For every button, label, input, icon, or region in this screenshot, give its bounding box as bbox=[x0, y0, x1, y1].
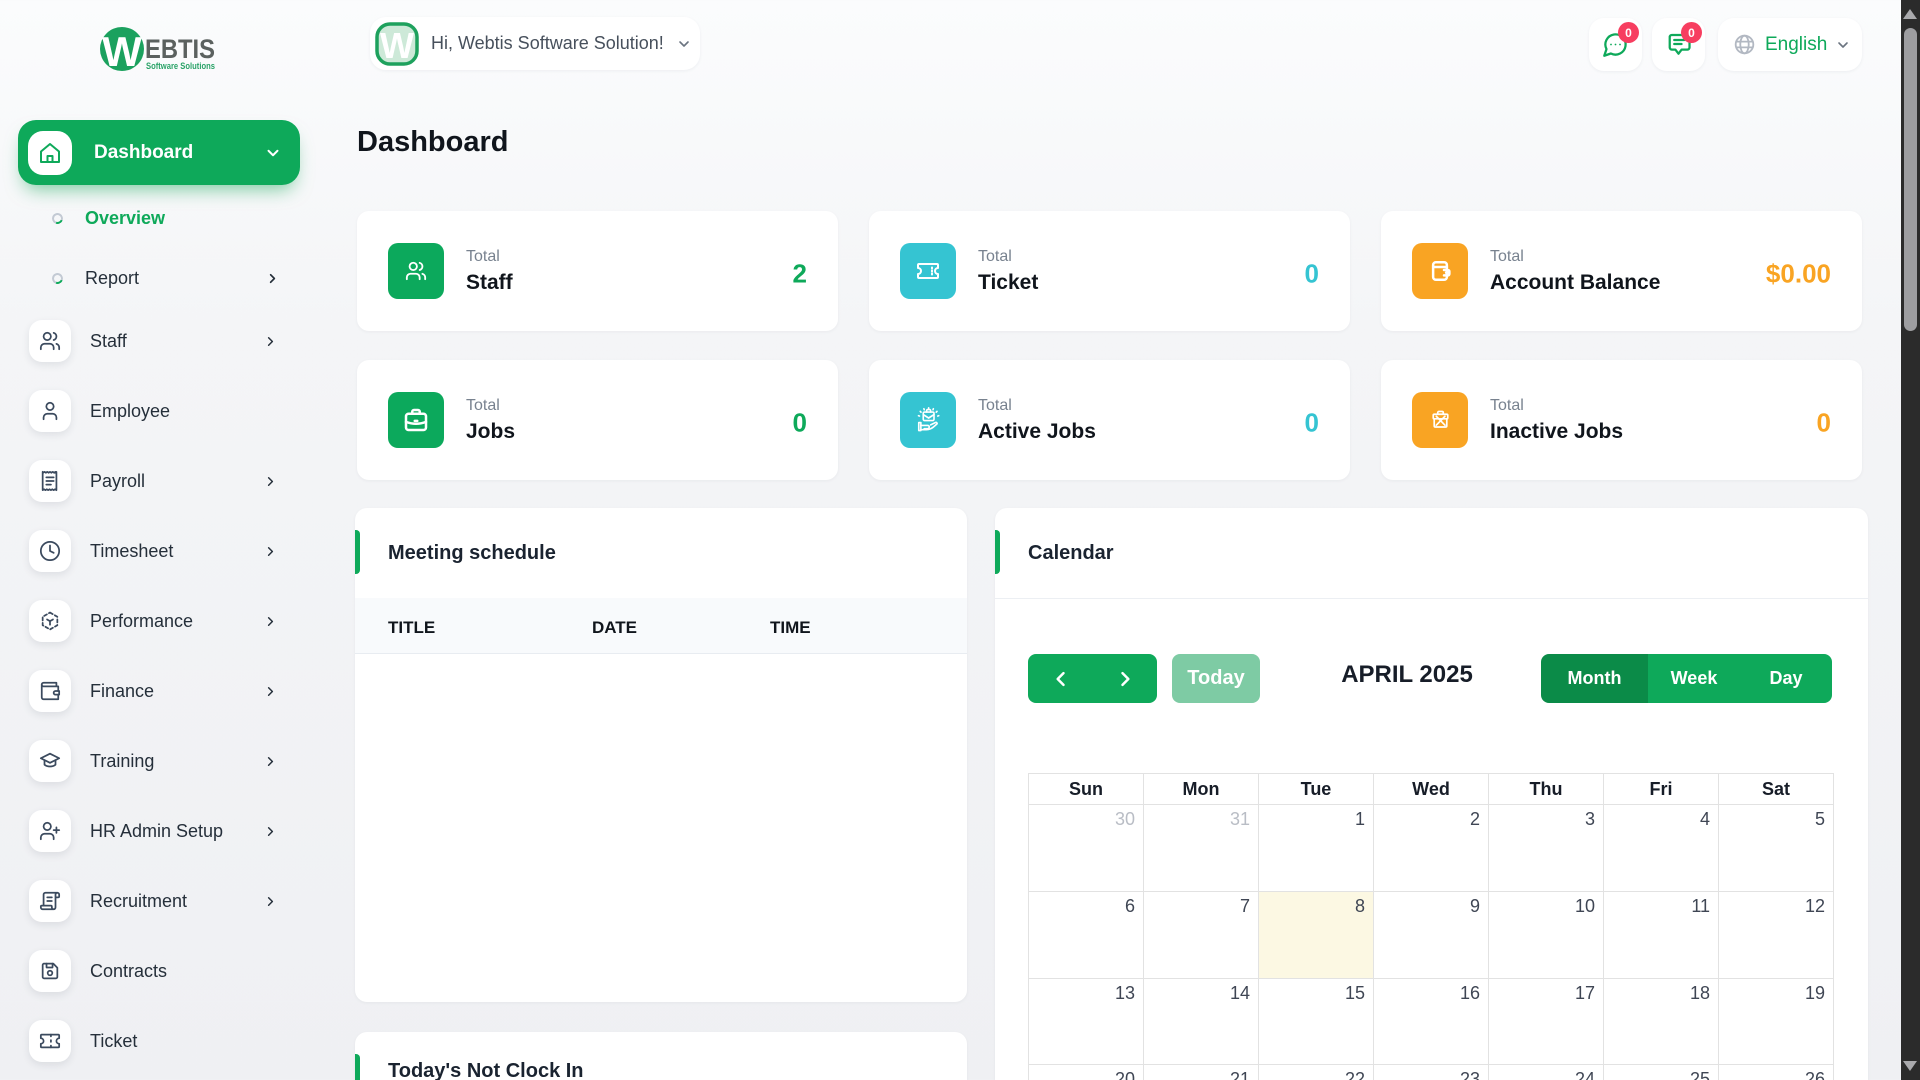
svg-text:Software Solutions: Software Solutions bbox=[146, 61, 215, 72]
svg-text:EBTIS: EBTIS bbox=[145, 34, 215, 64]
svg-text:W: W bbox=[380, 25, 414, 66]
svg-text:W: W bbox=[102, 28, 142, 72]
